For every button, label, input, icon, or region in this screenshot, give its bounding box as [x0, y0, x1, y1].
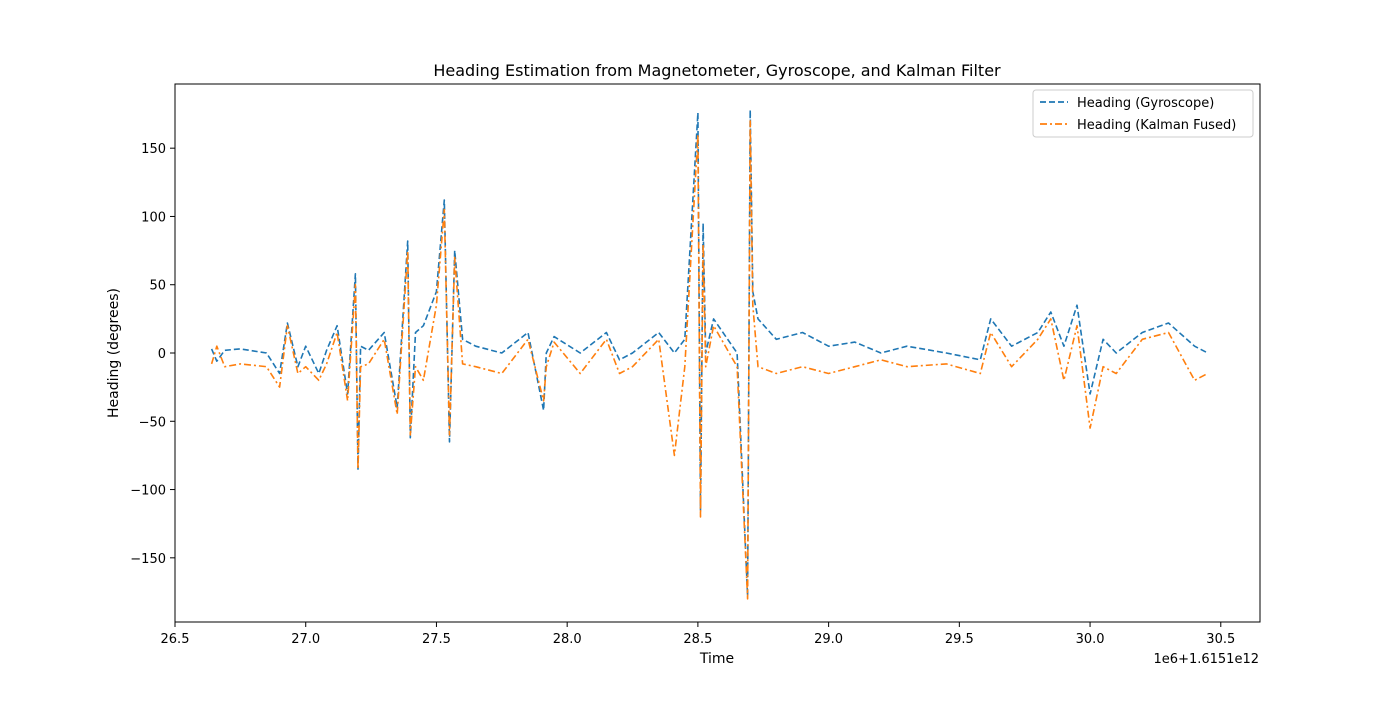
x-tick-label: 26.5: [161, 632, 190, 647]
y-tick-label: 0: [158, 347, 166, 362]
legend: Heading (Gyroscope) Heading (Kalman Fuse…: [1032, 89, 1254, 138]
chart-title: Heading Estimation from Magnetometer, Gy…: [433, 61, 1001, 80]
x-tick-label: 27.5: [422, 632, 451, 647]
legend-label-kalman: Heading (Kalman Fused): [1077, 118, 1236, 133]
y-tick-label: 150: [141, 142, 166, 157]
x-axis-label: Time: [699, 651, 734, 667]
legend-label-gyroscope: Heading (Gyroscope): [1077, 96, 1214, 111]
axis-layer: 26.5 27.0 27.5 28.0 28.5 29.0 29.5 30.0 30.5 −150…: [130, 142, 1235, 647]
legend-box: [1032, 89, 1254, 138]
y-tick-label: 50: [149, 279, 166, 294]
x-axis-offset-label: 1e6+1.6151e12: [1154, 652, 1259, 667]
y-tick-label: −100: [130, 484, 166, 499]
axes-frame: [174, 83, 1261, 623]
y-tick-label: −150: [130, 552, 166, 567]
x-tick-label: 30.0: [1076, 632, 1105, 647]
x-tick-label: 27.0: [291, 632, 320, 647]
x-tick-label: 29.0: [814, 632, 843, 647]
y-tick-label: 100: [141, 210, 166, 225]
y-tick-label: −50: [139, 415, 166, 430]
series-line-gyroscope: [210, 109, 1209, 597]
x-tick-label: 30.5: [1206, 632, 1235, 647]
x-tick-label: 29.5: [945, 632, 974, 647]
series-line-kalman-fused: [210, 120, 1209, 600]
y-axis-label: Heading (degrees): [106, 288, 122, 418]
x-tick-label: 28.5: [683, 632, 712, 647]
plot-area: [175, 84, 1260, 622]
x-tick-label: 28.0: [553, 632, 582, 647]
series-layer: [210, 109, 1209, 600]
